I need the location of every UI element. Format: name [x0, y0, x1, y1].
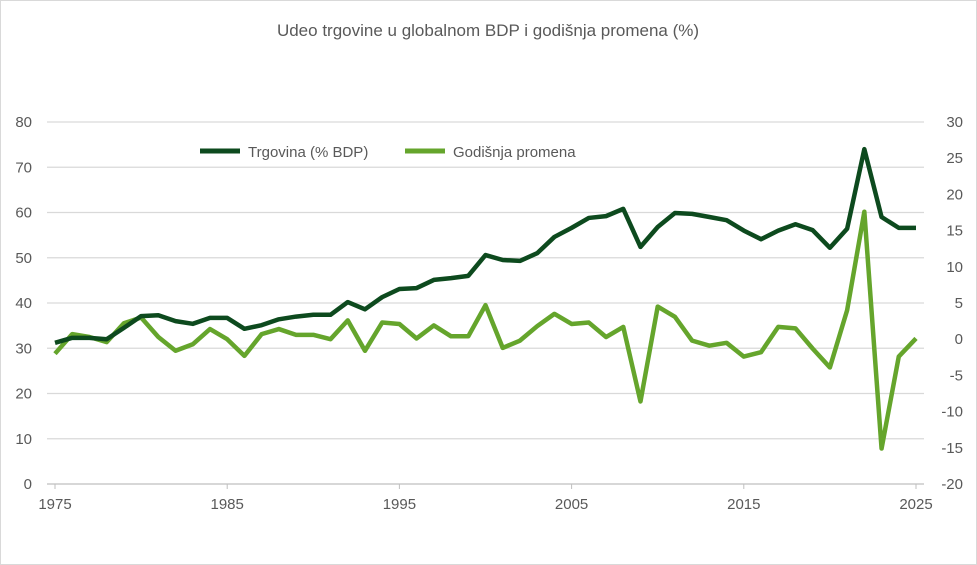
right-tick-label: -5	[950, 367, 963, 384]
left-tick-label: 60	[15, 205, 32, 222]
legend-label-trgovina: Trgovina (% BDP)	[248, 144, 368, 161]
x-tick-label: 2015	[727, 496, 760, 513]
left-tick-label: 40	[15, 295, 32, 312]
x-tick-label: 2005	[555, 496, 588, 513]
right-tick-label: 25	[946, 150, 963, 167]
right-tick-label: 20	[946, 186, 963, 203]
x-axis: 1975 1985 1995 2005 2015 2025	[38, 484, 933, 513]
gridlines	[47, 121, 924, 485]
right-axis: -20 -15 -10 -5 0 5 10 15 20 25 30	[941, 114, 963, 493]
left-tick-label: 20	[15, 386, 32, 403]
right-tick-label: 0	[955, 331, 963, 348]
left-tick-label: 0	[24, 476, 32, 493]
x-tick-label: 2025	[899, 496, 932, 513]
left-tick-label: 80	[15, 114, 32, 131]
left-tick-label: 50	[15, 250, 32, 267]
x-tick-label: 1975	[38, 496, 71, 513]
right-tick-label: 5	[955, 295, 963, 312]
right-tick-label: 10	[946, 259, 963, 276]
legend-label-godisnja-promena: Godišnja promena	[453, 144, 576, 161]
chart-title: Udeo trgovine u globalnom BDP i godišnja…	[277, 21, 699, 40]
series-line-godisnja-promena	[53, 209, 918, 451]
right-tick-label: -10	[941, 404, 963, 421]
right-tick-label: 15	[946, 223, 963, 240]
right-tick-label: 30	[946, 114, 963, 131]
left-tick-label: 30	[15, 340, 32, 357]
series-line-trgovina	[54, 146, 916, 345]
x-tick-label: 1995	[383, 496, 416, 513]
left-tick-label: 70	[15, 159, 32, 176]
left-axis: 0 10 20 30 40 50 60 70 80	[15, 114, 32, 493]
legend: Trgovina (% BDP) Godišnja promena	[200, 144, 576, 161]
series-lines	[53, 146, 918, 451]
x-tick-label: 1985	[211, 496, 244, 513]
right-tick-label: -20	[941, 476, 963, 493]
left-tick-label: 10	[15, 431, 32, 448]
right-tick-label: -15	[941, 440, 963, 457]
